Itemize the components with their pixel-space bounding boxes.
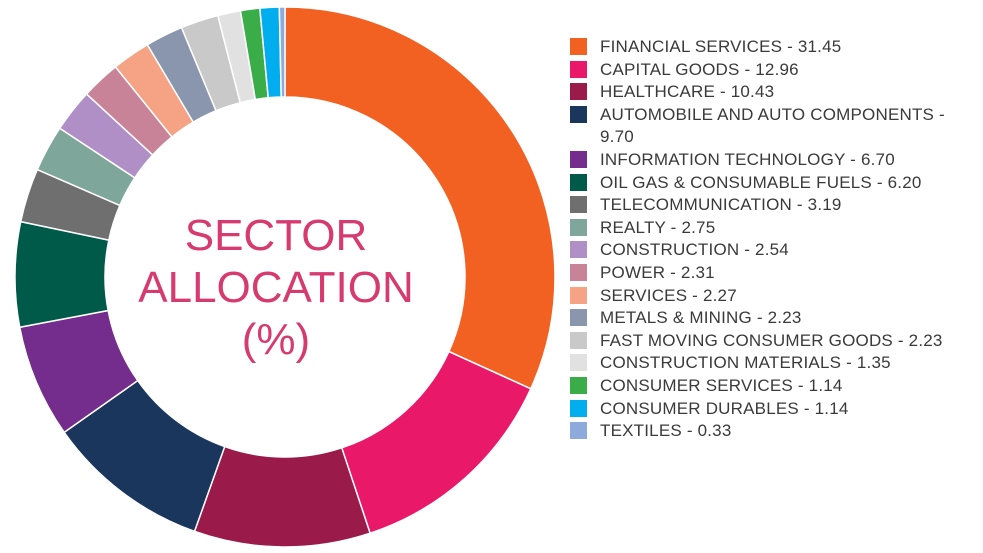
legend-item: METALS & MINING - 2.23 (570, 307, 975, 330)
legend-swatch (570, 196, 587, 214)
donut-slice-capital-goods (340, 350, 532, 535)
legend-item: CONSUMER DURABLES - 1.14 (570, 398, 975, 421)
legend-item: FAST MOVING CONSUMER GOODS - 2.23 (570, 330, 975, 353)
legend-label: FAST MOVING CONSUMER GOODS - 2.23 (600, 330, 943, 350)
legend-swatch (570, 263, 587, 281)
legend-swatch (570, 241, 587, 259)
legend-label: TELECOMMUNICATION - 3.19 (600, 195, 842, 215)
donut-slice-healthcare (193, 445, 372, 548)
legend-item: REALTY - 2.75 (570, 217, 975, 240)
legend-item: INFORMATION TECHNOLOGY - 6.70 (570, 149, 975, 172)
sector-allocation-donut (14, 6, 556, 548)
legend-label: HEALTHCARE - 10.43 (600, 82, 775, 102)
chart-title-line-3: (%) (241, 315, 311, 364)
legend-item: HEALTHCARE - 10.43 (570, 81, 975, 104)
legend-swatch (570, 309, 587, 327)
legend-item: FINANCIAL SERVICES - 31.45 (570, 36, 975, 59)
donut-slice-textiles (278, 6, 286, 98)
legend-label: CONSUMER DURABLES - 1.14 (600, 398, 849, 418)
chart-title: SECTOR ALLOCATION (%) (126, 210, 426, 366)
legend-label: CAPITAL GOODS - 12.96 (600, 59, 799, 79)
legend-swatch (570, 354, 587, 372)
legend-swatch (570, 150, 587, 168)
legend-swatch (570, 286, 587, 304)
legend-item: TEXTILES - 0.33 (570, 420, 975, 443)
legend-label: SERVICES - 2.27 (600, 285, 737, 305)
legend-swatch (570, 173, 587, 191)
legend-label: INFORMATION TECHNOLOGY - 6.70 (600, 149, 895, 169)
legend-label: CONSUMER SERVICES - 1.14 (600, 375, 843, 395)
legend-item: CONSTRUCTION MATERIALS - 1.35 (570, 352, 975, 375)
legend-item: CONSUMER SERVICES - 1.14 (570, 375, 975, 398)
legend-label: CONSTRUCTION MATERIALS - 1.35 (600, 353, 891, 373)
legend-swatch (570, 376, 587, 394)
legend-swatch (570, 38, 587, 55)
chart-title-line-1: SECTOR (184, 211, 368, 260)
chart-legend: FINANCIAL SERVICES - 31.45 CAPITAL GOODS … (570, 36, 975, 443)
legend-swatch (570, 218, 587, 236)
legend-label: TEXTILES - 0.33 (600, 421, 732, 441)
legend-item: CAPITAL GOODS - 12.96 (570, 59, 975, 82)
legend-label: METALS & MINING - 2.23 (600, 308, 802, 328)
legend-item: SERVICES - 2.27 (570, 285, 975, 308)
legend-swatch (570, 60, 587, 78)
legend-item: AUTOMOBILE AND AUTO COMPONENTS - 9.70 (570, 104, 975, 149)
legend-item: CONSTRUCTION - 2.54 (570, 239, 975, 262)
legend-item: OIL GAS & CONSUMABLE FUELS - 6.20 (570, 172, 975, 195)
legend-label: POWER - 2.31 (600, 262, 715, 282)
legend-swatch (570, 83, 587, 101)
legend-item: POWER - 2.31 (570, 262, 975, 285)
legend-swatch (570, 105, 587, 123)
legend-swatch (570, 422, 587, 440)
legend-label: OIL GAS & CONSUMABLE FUELS - 6.20 (600, 172, 922, 192)
legend-swatch (570, 399, 587, 417)
legend-item: TELECOMMUNICATION - 3.19 (570, 194, 975, 217)
donut-slice-financial-services (284, 6, 556, 390)
legend-label: REALTY - 2.75 (600, 217, 716, 237)
legend-swatch (570, 331, 587, 349)
legend-label: FINANCIAL SERVICES - 31.45 (600, 37, 842, 56)
chart-title-line-2: ALLOCATION (138, 263, 414, 312)
legend-label: AUTOMOBILE AND AUTO COMPONENTS - 9.70 (600, 104, 945, 147)
legend-label: CONSTRUCTION - 2.54 (600, 240, 789, 260)
